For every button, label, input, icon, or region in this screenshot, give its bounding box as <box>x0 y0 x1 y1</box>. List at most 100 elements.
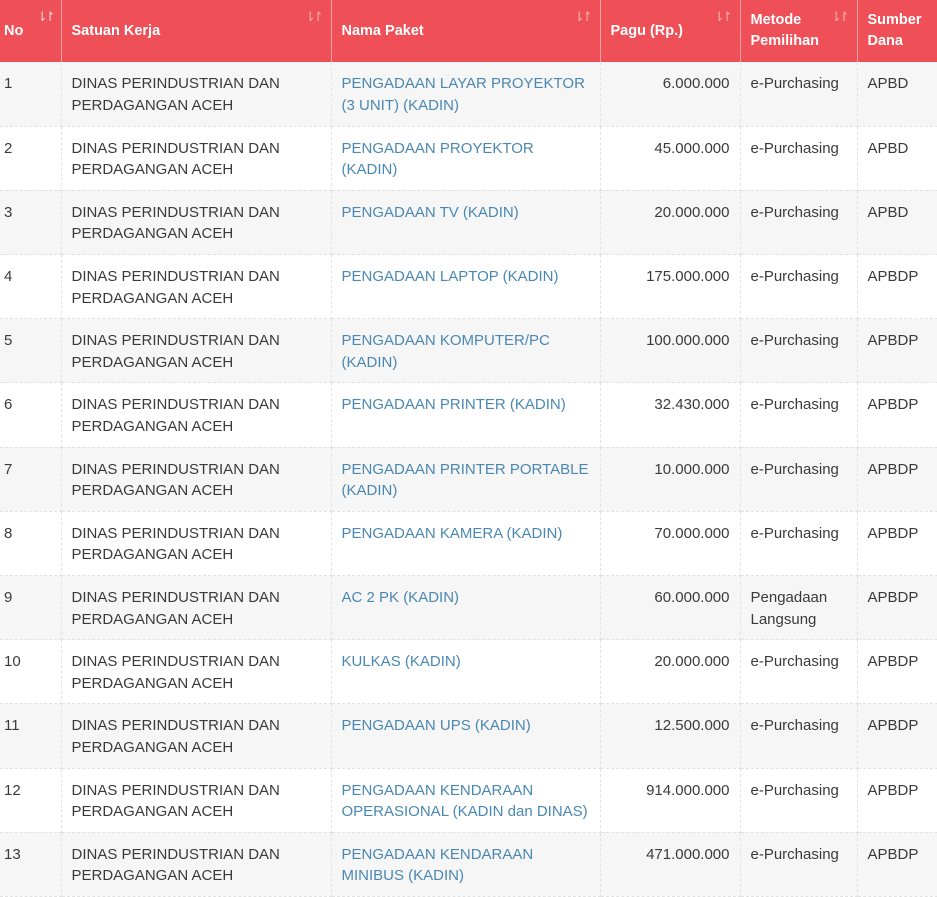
cell-satuan-kerja: DINAS PERINDUSTRIAN DAN PERDAGANGAN ACEH <box>61 832 332 897</box>
table-row: 13 DINAS PERINDUSTRIAN DAN PERDAGANGAN A… <box>0 832 937 897</box>
cell-nama-paket: PENGADAAN KENDARAAN MINIBUS (KADIN) <box>331 832 601 897</box>
cell-sumber-dana: APBDP <box>857 832 937 897</box>
cell-nama-paket: PENGADAAN PRINTER PORTABLE (KADIN) <box>331 447 601 512</box>
cell-nama-paket: PENGADAAN TV (KADIN) <box>331 190 601 256</box>
paket-link[interactable]: PENGADAAN PRINTER (KADIN) <box>341 396 566 414</box>
cell-nama-paket: PENGADAAN KENDARAAN OPERASIONAL (KADIN d… <box>331 768 601 833</box>
cell-sumber-dana: APBDP <box>857 254 937 320</box>
table-row: 5 DINAS PERINDUSTRIAN DAN PERDAGANGAN AC… <box>0 318 937 384</box>
paket-link[interactable]: KULKAS (KADIN) <box>341 653 461 671</box>
cell-satuan-kerja: DINAS PERINDUSTRIAN DAN PERDAGANGAN ACEH <box>61 703 332 769</box>
cell-sumber-dana: APBDP <box>857 511 937 577</box>
cell-metode: e-Purchasing <box>740 447 858 512</box>
cell-metode: e-Purchasing <box>740 318 858 384</box>
table-row: 3 DINAS PERINDUSTRIAN DAN PERDAGANGAN AC… <box>0 190 937 256</box>
cell-satuan-kerja: DINAS PERINDUSTRIAN DAN PERDAGANGAN ACEH <box>61 575 332 641</box>
paket-link[interactable]: PENGADAAN KENDARAAN OPERASIONAL (KADIN d… <box>341 781 588 821</box>
col-header-sumber-dana[interactable]: Sumber Dana <box>857 0 937 62</box>
cell-satuan-kerja: DINAS PERINDUSTRIAN DAN PERDAGANGAN ACEH <box>61 126 332 191</box>
paket-link[interactable]: PENGADAAN PROYEKTOR (KADIN) <box>341 139 534 179</box>
cell-pagu: 471.000.000 <box>600 832 741 897</box>
cell-metode: e-Purchasing <box>740 639 858 705</box>
table-row: 12 DINAS PERINDUSTRIAN DAN PERDAGANGAN A… <box>0 768 937 833</box>
cell-nama-paket: PENGADAAN LAYAR PROYEKTOR (3 UNIT) (KADI… <box>331 62 601 127</box>
paket-link[interactable]: PENGADAAN UPS (KADIN) <box>341 717 531 735</box>
cell-satuan-kerja: DINAS PERINDUSTRIAN DAN PERDAGANGAN ACEH <box>61 447 332 512</box>
table-row: 2 DINAS PERINDUSTRIAN DAN PERDAGANGAN AC… <box>0 126 937 191</box>
col-label: Nama Paket <box>341 22 424 39</box>
paket-link[interactable]: PENGADAAN LAYAR PROYEKTOR (3 UNIT) (KADI… <box>341 75 585 114</box>
cell-nama-paket: AC 2 PK (KADIN) <box>331 575 601 641</box>
cell-metode: e-Purchasing <box>740 190 858 256</box>
col-label: Metode Pemilihan <box>750 12 820 49</box>
table-row: 1 DINAS PERINDUSTRIAN DAN PERDAGANGAN AC… <box>0 62 937 127</box>
col-header-satuan-kerja[interactable]: Satuan Kerja ⇂↾ <box>61 0 332 62</box>
table-row: 6 DINAS PERINDUSTRIAN DAN PERDAGANGAN AC… <box>0 382 937 448</box>
sort-icon[interactable]: ⇂↾ <box>830 9 850 24</box>
table-row: 9 DINAS PERINDUSTRIAN DAN PERDAGANGAN AC… <box>0 575 937 641</box>
cell-sumber-dana: APBD <box>857 126 937 191</box>
cell-sumber-dana: APBDP <box>857 703 937 769</box>
cell-sumber-dana: APBDP <box>857 447 937 512</box>
sort-icon[interactable]: ⇂↾ <box>304 9 324 24</box>
cell-no: 3 <box>0 190 62 256</box>
table-row: 8 DINAS PERINDUSTRIAN DAN PERDAGANGAN AC… <box>0 511 937 577</box>
cell-metode: Pengadaan Langsung <box>740 575 858 641</box>
cell-pagu: 100.000.000 <box>600 318 741 384</box>
cell-sumber-dana: APBD <box>857 62 937 127</box>
cell-nama-paket: PENGADAAN PRINTER (KADIN) <box>331 382 601 448</box>
table-row: 7 DINAS PERINDUSTRIAN DAN PERDAGANGAN AC… <box>0 447 937 512</box>
cell-metode: e-Purchasing <box>740 832 858 897</box>
cell-sumber-dana: APBD <box>857 190 937 256</box>
cell-metode: e-Purchasing <box>740 703 858 769</box>
cell-nama-paket: PENGADAAN LAPTOP (KADIN) <box>331 254 601 320</box>
cell-pagu: 914.000.000 <box>600 768 741 833</box>
cell-nama-paket: KULKAS (KADIN) <box>331 639 601 705</box>
cell-satuan-kerja: DINAS PERINDUSTRIAN DAN PERDAGANGAN ACEH <box>61 254 332 320</box>
sort-icon[interactable]: ⇂↾ <box>713 9 733 24</box>
cell-sumber-dana: APBDP <box>857 318 937 384</box>
paket-link[interactable]: PENGADAAN LAPTOP (KADIN) <box>341 268 559 286</box>
cell-satuan-kerja: DINAS PERINDUSTRIAN DAN PERDAGANGAN ACEH <box>61 511 332 577</box>
col-header-nama-paket[interactable]: Nama Paket ⇂↾ <box>331 0 601 62</box>
cell-pagu: 32.430.000 <box>600 382 741 448</box>
cell-pagu: 70.000.000 <box>600 511 741 577</box>
sort-icon[interactable]: ⇂↾ <box>573 9 593 24</box>
cell-no: 12 <box>0 768 62 833</box>
paket-link[interactable]: AC 2 PK (KADIN) <box>341 589 460 606</box>
paket-link[interactable]: PENGADAAN PRINTER PORTABLE (KADIN) <box>341 460 589 500</box>
cell-metode: e-Purchasing <box>740 768 858 833</box>
cell-no: 8 <box>0 511 62 577</box>
cell-nama-paket: PENGADAAN UPS (KADIN) <box>331 703 601 769</box>
col-header-pagu[interactable]: Pagu (Rp.) ⇂↾ <box>600 0 741 62</box>
cell-satuan-kerja: DINAS PERINDUSTRIAN DAN PERDAGANGAN ACEH <box>61 768 332 833</box>
cell-pagu: 60.000.000 <box>600 575 741 641</box>
cell-sumber-dana: APBDP <box>857 768 937 833</box>
cell-satuan-kerja: DINAS PERINDUSTRIAN DAN PERDAGANGAN ACEH <box>61 190 332 256</box>
cell-no: 2 <box>0 126 62 191</box>
sort-icon[interactable]: ⇂↾ <box>36 9 56 24</box>
cell-sumber-dana: APBDP <box>857 639 937 705</box>
paket-link[interactable]: PENGADAAN KOMPUTER/PC (KADIN) <box>341 332 550 371</box>
cell-pagu: 20.000.000 <box>600 639 741 705</box>
col-label: Sumber Dana <box>867 12 922 49</box>
col-label: No <box>4 22 24 39</box>
cell-pagu: 6.000.000 <box>600 62 741 127</box>
table-row: 11 DINAS PERINDUSTRIAN DAN PERDAGANGAN A… <box>0 703 937 769</box>
cell-pagu: 175.000.000 <box>600 254 741 320</box>
col-header-metode[interactable]: Metode Pemilihan ⇂↾ <box>740 0 858 62</box>
paket-link[interactable]: PENGADAAN KAMERA (KADIN) <box>341 524 563 542</box>
cell-pagu: 12.500.000 <box>600 703 741 769</box>
cell-nama-paket: PENGADAAN PROYEKTOR (KADIN) <box>331 126 601 191</box>
cell-pagu: 10.000.000 <box>600 447 741 512</box>
paket-link[interactable]: PENGADAAN TV (KADIN) <box>341 203 519 221</box>
col-header-no[interactable]: No ⇂↾ <box>0 0 62 62</box>
cell-metode: e-Purchasing <box>740 511 858 577</box>
cell-sumber-dana: APBDP <box>857 382 937 448</box>
cell-no: 5 <box>0 318 62 384</box>
paket-link[interactable]: PENGADAAN KENDARAAN MINIBUS (KADIN) <box>341 845 534 885</box>
cell-no: 1 <box>0 62 62 127</box>
col-label: Pagu (Rp.) <box>610 22 684 39</box>
table-row: 10 DINAS PERINDUSTRIAN DAN PERDAGANGAN A… <box>0 639 937 705</box>
